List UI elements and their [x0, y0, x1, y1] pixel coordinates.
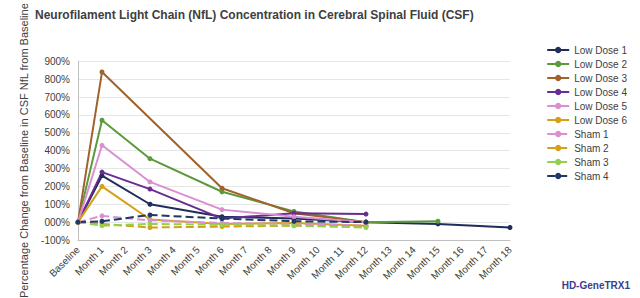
- svg-text:400%: 400%: [44, 145, 70, 156]
- svg-text:Month 18: Month 18: [477, 244, 515, 282]
- svg-text:Month 2: Month 2: [96, 244, 130, 278]
- svg-text:000%: 000%: [44, 217, 70, 228]
- svg-text:Month 13: Month 13: [356, 244, 394, 282]
- svg-text:Month 14: Month 14: [380, 244, 418, 282]
- svg-text:800%: 800%: [44, 74, 70, 85]
- svg-text:Sham 1: Sham 1: [574, 129, 609, 140]
- svg-text:Sham 2: Sham 2: [574, 143, 609, 154]
- svg-text:Low Dose 3: Low Dose 3: [574, 73, 627, 84]
- svg-text:Month 17: Month 17: [452, 244, 490, 282]
- svg-text:Month 6: Month 6: [192, 244, 226, 278]
- svg-text:600%: 600%: [44, 109, 70, 120]
- svg-text:Low Dose 4: Low Dose 4: [574, 87, 627, 98]
- svg-text:Sham 4: Sham 4: [574, 171, 609, 182]
- svg-text:HD-GeneTRX1: HD-GeneTRX1: [562, 280, 631, 291]
- svg-text:Sham 3: Sham 3: [574, 157, 609, 168]
- svg-text:Month 15: Month 15: [404, 244, 442, 282]
- svg-text:Month 16: Month 16: [428, 244, 466, 282]
- svg-text:Neurofilament Light Chain (NfL: Neurofilament Light Chain (NfL) Concentr…: [35, 8, 474, 22]
- svg-text:Month 3: Month 3: [120, 244, 154, 278]
- svg-text:-100%: -100%: [41, 235, 70, 246]
- svg-text:Baseline: Baseline: [47, 244, 82, 279]
- svg-text:Month 12: Month 12: [332, 244, 370, 282]
- svg-text:100%: 100%: [44, 199, 70, 210]
- svg-text:Month 10: Month 10: [284, 244, 322, 282]
- svg-text:700%: 700%: [44, 92, 70, 103]
- svg-text:Month 1: Month 1: [72, 244, 106, 278]
- svg-text:Month 4: Month 4: [144, 244, 178, 278]
- svg-text:Low Dose 1: Low Dose 1: [574, 45, 627, 56]
- svg-text:200%: 200%: [44, 181, 70, 192]
- svg-text:Month 9: Month 9: [264, 244, 298, 278]
- svg-text:Month 8: Month 8: [240, 244, 274, 278]
- svg-text:300%: 300%: [44, 163, 70, 174]
- svg-text:500%: 500%: [44, 127, 70, 138]
- svg-text:Month 11: Month 11: [309, 244, 346, 281]
- svg-text:Low Dose 6: Low Dose 6: [574, 115, 627, 126]
- svg-text:Month 7: Month 7: [216, 244, 250, 278]
- svg-text:Low Dose 2: Low Dose 2: [574, 59, 627, 70]
- svg-text:Low Dose 5: Low Dose 5: [574, 101, 627, 112]
- svg-text:900%: 900%: [44, 56, 70, 67]
- svg-text:Month 5: Month 5: [168, 244, 202, 278]
- svg-text:Percentage Change from Baselin: Percentage Change from Baseline in CSF N…: [18, 3, 30, 298]
